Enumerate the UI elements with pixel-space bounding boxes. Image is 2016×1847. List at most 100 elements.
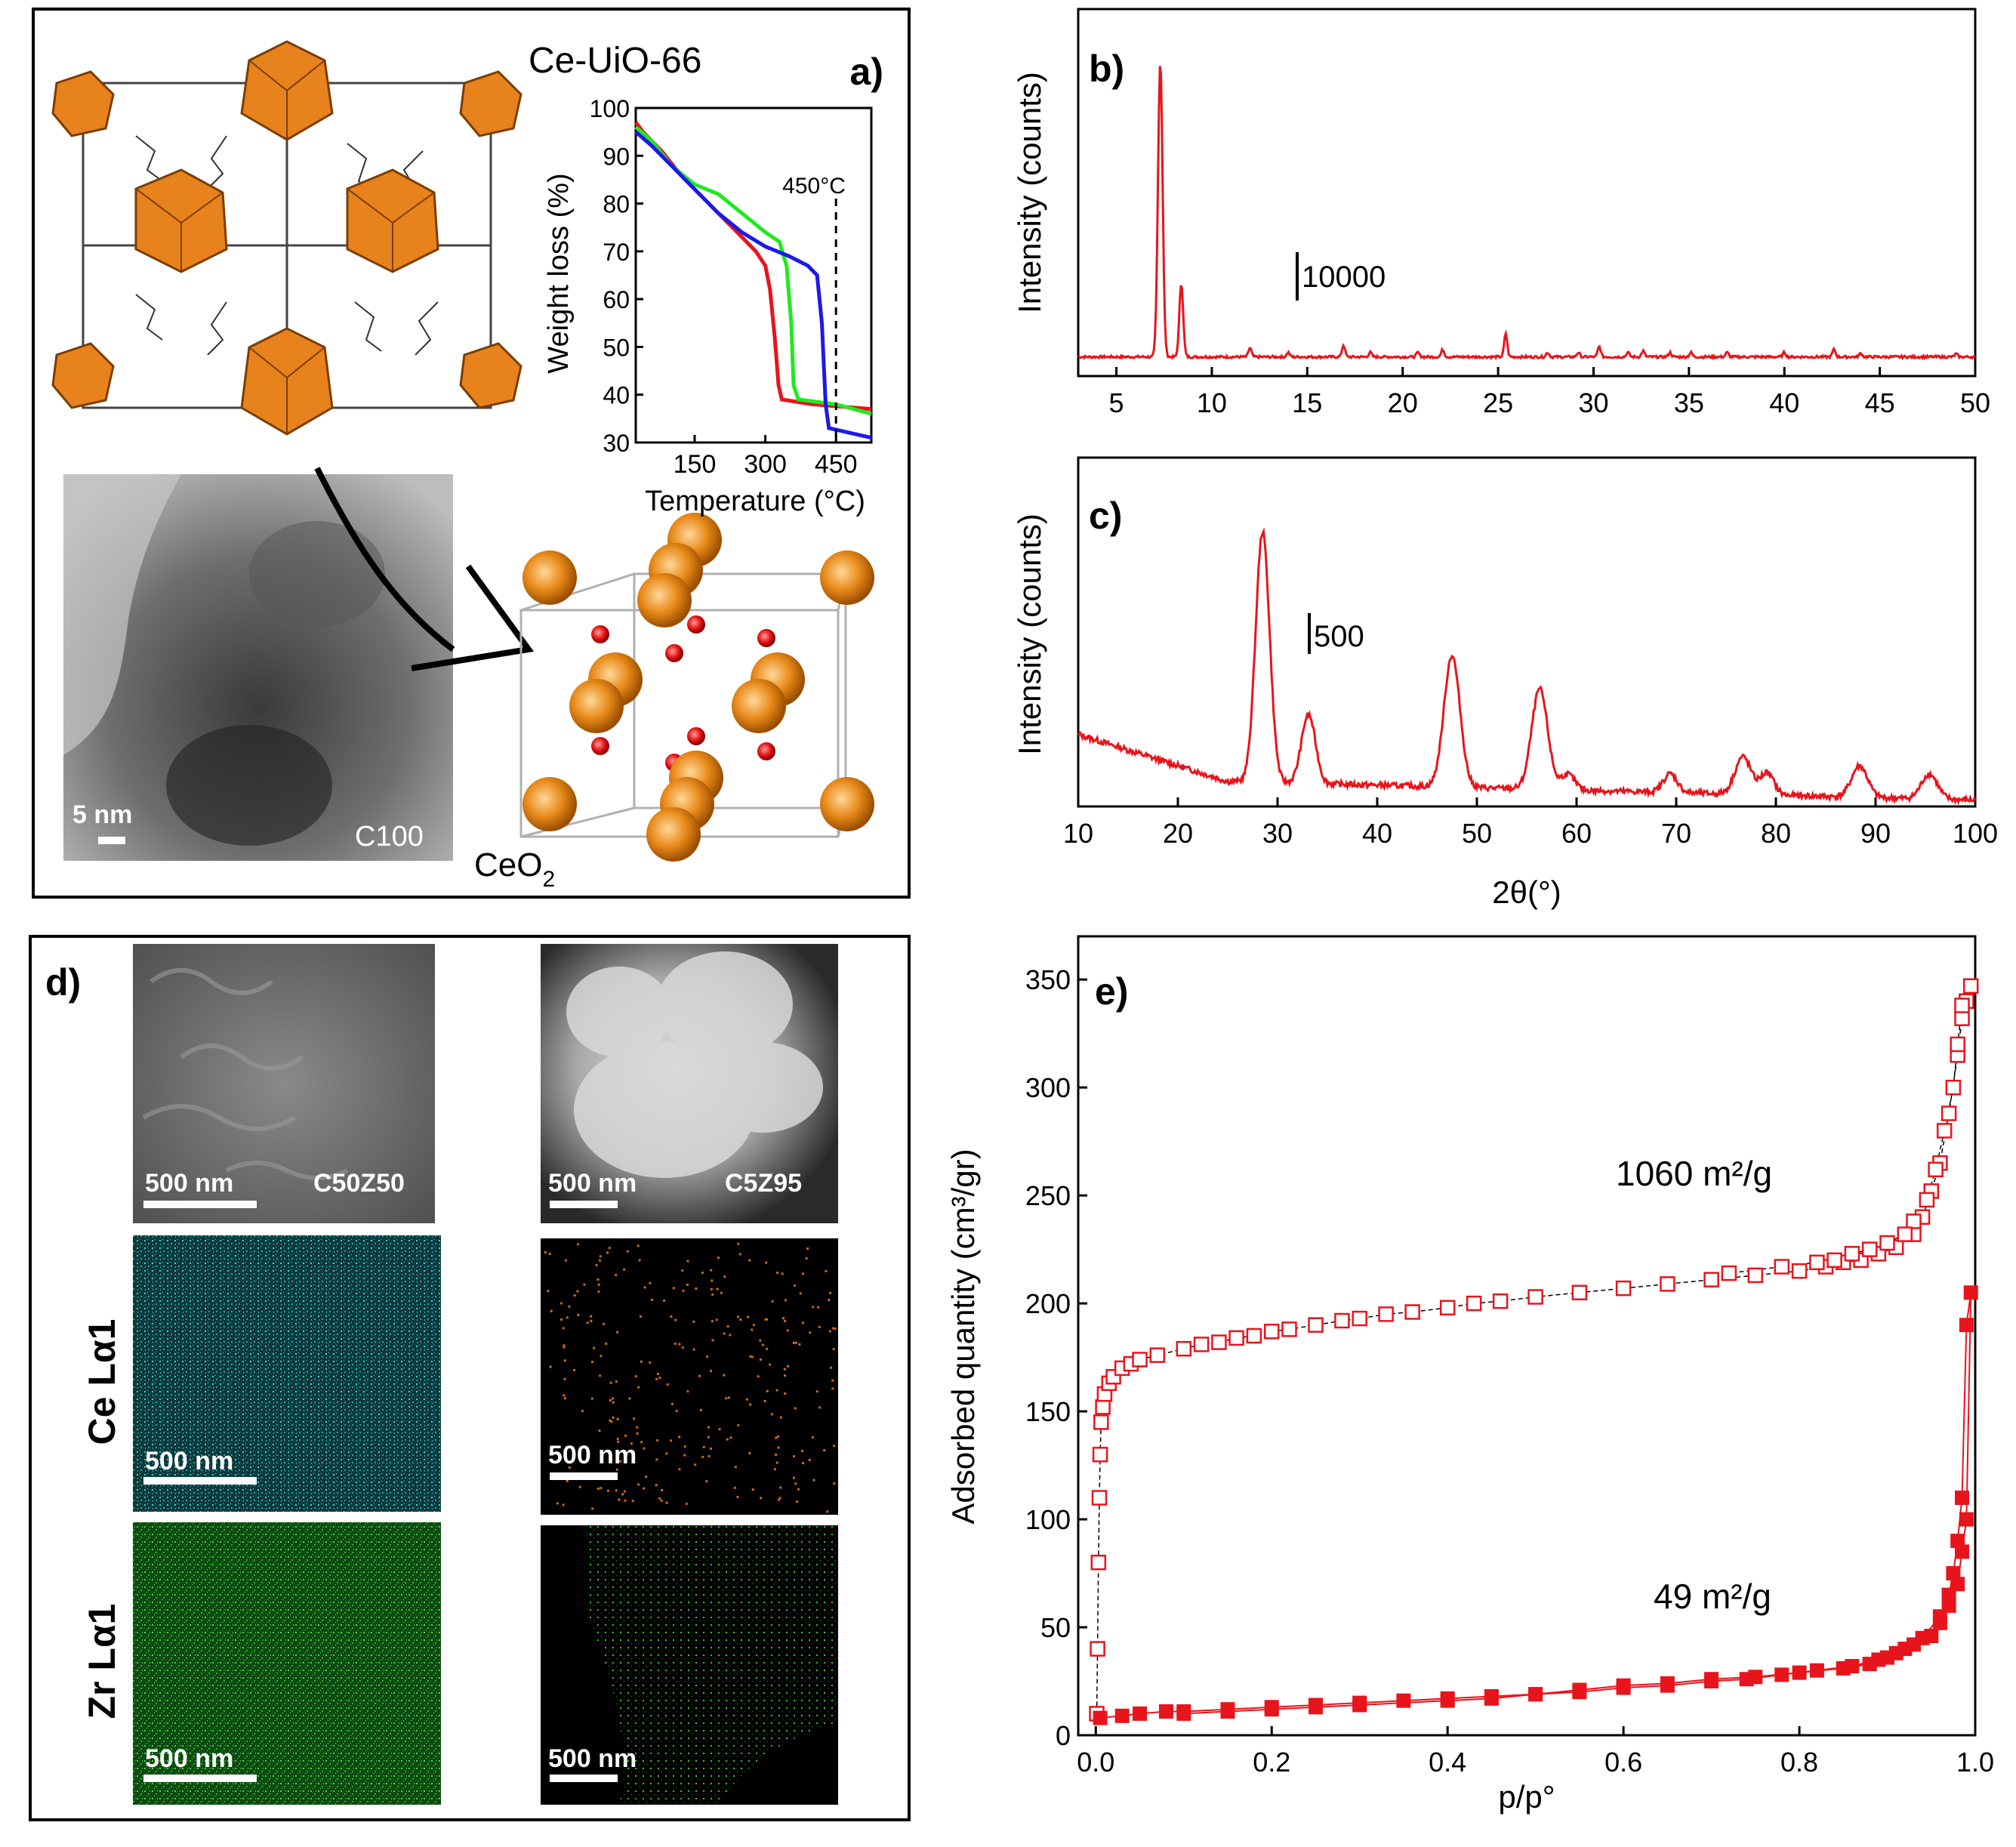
ce-dot xyxy=(618,1498,621,1501)
b-xtick-label: 40 xyxy=(1769,387,1799,418)
ce-dot xyxy=(775,1453,778,1456)
e-xtick-label: 1.0 xyxy=(1956,1747,1994,1778)
ce-dot xyxy=(737,1242,740,1245)
ce-dot xyxy=(751,1488,754,1491)
ce-dot xyxy=(818,1406,821,1409)
e-point xyxy=(1228,1330,1244,1346)
ce-dot xyxy=(547,1290,550,1293)
ceo2-subscript: 2 xyxy=(542,867,555,892)
ce-dot xyxy=(775,1461,778,1464)
tga-450-marker-label: 450°C xyxy=(782,174,846,199)
tga-ytick-label: 70 xyxy=(603,239,630,266)
ce-dot xyxy=(608,1247,611,1250)
c-xtick-label: 10 xyxy=(1063,818,1093,849)
b-ylabel: Intensity (counts) xyxy=(1012,72,1047,313)
tga-ytick-label: 30 xyxy=(603,430,630,457)
ce-dot xyxy=(637,1483,640,1486)
c-xtick-label: 90 xyxy=(1860,818,1891,849)
sem-c50z50-scalebar xyxy=(143,1201,257,1208)
ce-dot xyxy=(737,1423,740,1426)
tga-ytick-label: 50 xyxy=(603,334,630,361)
ce-dot xyxy=(626,1250,629,1253)
b-xtick-label: 5 xyxy=(1109,387,1124,418)
e-point xyxy=(1950,1577,1965,1592)
panel-d-frame xyxy=(29,935,911,1821)
ce-dot xyxy=(785,1299,787,1302)
mof-structure xyxy=(51,40,522,436)
ceo2-label: CeO2 xyxy=(474,846,555,892)
edx-ce-c50z50-scalebar-label: 500 nm xyxy=(145,1447,233,1475)
e-point xyxy=(1954,998,1970,1013)
ce-dot xyxy=(775,1436,778,1439)
ce-dot xyxy=(670,1402,674,1405)
ce-dot xyxy=(678,1468,681,1471)
ce-dot xyxy=(776,1272,779,1274)
edx-ce-c5z95 xyxy=(541,1238,838,1515)
ce-dot xyxy=(675,1410,678,1412)
ce-dot xyxy=(562,1503,565,1506)
e-point xyxy=(1871,1652,1886,1667)
ce-dot xyxy=(720,1291,723,1294)
ce-dot xyxy=(766,1318,769,1321)
ce-dot xyxy=(792,1341,795,1344)
ce-dot xyxy=(692,1348,695,1351)
e-ytick-label: 250 xyxy=(1025,1180,1071,1211)
ce-dot xyxy=(616,1417,619,1420)
ce-dot xyxy=(568,1305,571,1308)
ce-dot xyxy=(593,1346,596,1349)
e-point xyxy=(1572,1685,1587,1700)
e-point xyxy=(1095,1399,1111,1415)
ce-dot xyxy=(815,1390,818,1393)
e-point xyxy=(1176,1706,1191,1721)
e-point xyxy=(1334,1312,1350,1329)
ce-dot xyxy=(715,1318,718,1321)
e-point xyxy=(1615,1280,1632,1297)
ce-dot xyxy=(751,1328,754,1331)
c-xtick-label: 100 xyxy=(1953,818,1998,849)
ce-dot xyxy=(603,1322,606,1325)
ce-dot xyxy=(616,1331,619,1334)
ce-dot xyxy=(711,1293,714,1296)
ce-dot xyxy=(596,1488,600,1490)
ce-dot xyxy=(706,1355,709,1358)
e-point xyxy=(1159,1704,1173,1719)
e-point xyxy=(1809,1663,1824,1678)
ceo2-name: CeO xyxy=(474,846,542,883)
ce-dot xyxy=(683,1445,686,1448)
ce-dot xyxy=(801,1272,804,1275)
ce-dot xyxy=(765,1261,768,1264)
sem-c5z95-scalebar-label: 500 nm xyxy=(548,1169,637,1198)
e-xlabel: p/p° xyxy=(1498,1779,1555,1815)
b-frame xyxy=(1077,8,1977,378)
ce-dot xyxy=(578,1485,581,1488)
e-point xyxy=(1845,1659,1860,1673)
edx-zr-c5z95-scalebar-label: 500 nm xyxy=(548,1744,637,1773)
ce-dot xyxy=(796,1500,798,1503)
e-point xyxy=(1132,1352,1148,1368)
c-xtick-label: 50 xyxy=(1462,818,1492,849)
ce-dot xyxy=(544,1250,547,1253)
e-point xyxy=(1660,1678,1675,1693)
ce-dot xyxy=(702,1445,705,1448)
ce-dot xyxy=(784,1320,786,1323)
ce-dot xyxy=(808,1459,811,1461)
ce-dot xyxy=(766,1389,769,1392)
e-point xyxy=(1955,1544,1969,1559)
ce-dot xyxy=(710,1370,712,1373)
ce-dot xyxy=(670,1315,673,1318)
ce-dot xyxy=(565,1259,567,1262)
ce-dot xyxy=(559,1302,563,1305)
edx-zr-c5z95-scalebar xyxy=(550,1775,618,1782)
ce-dot xyxy=(710,1269,713,1272)
e-point xyxy=(1281,1321,1297,1337)
ce-dot xyxy=(797,1488,800,1491)
e-ytick-label: 300 xyxy=(1025,1072,1071,1103)
e-point xyxy=(1703,1272,1719,1287)
e-point xyxy=(1263,1324,1280,1340)
ce-dot xyxy=(784,1374,786,1377)
ce-dot xyxy=(674,1318,677,1321)
ce-dot xyxy=(605,1342,608,1345)
ce-dot xyxy=(729,1334,732,1337)
ce-dot xyxy=(633,1417,636,1420)
c-xtick-label: 60 xyxy=(1561,818,1592,849)
